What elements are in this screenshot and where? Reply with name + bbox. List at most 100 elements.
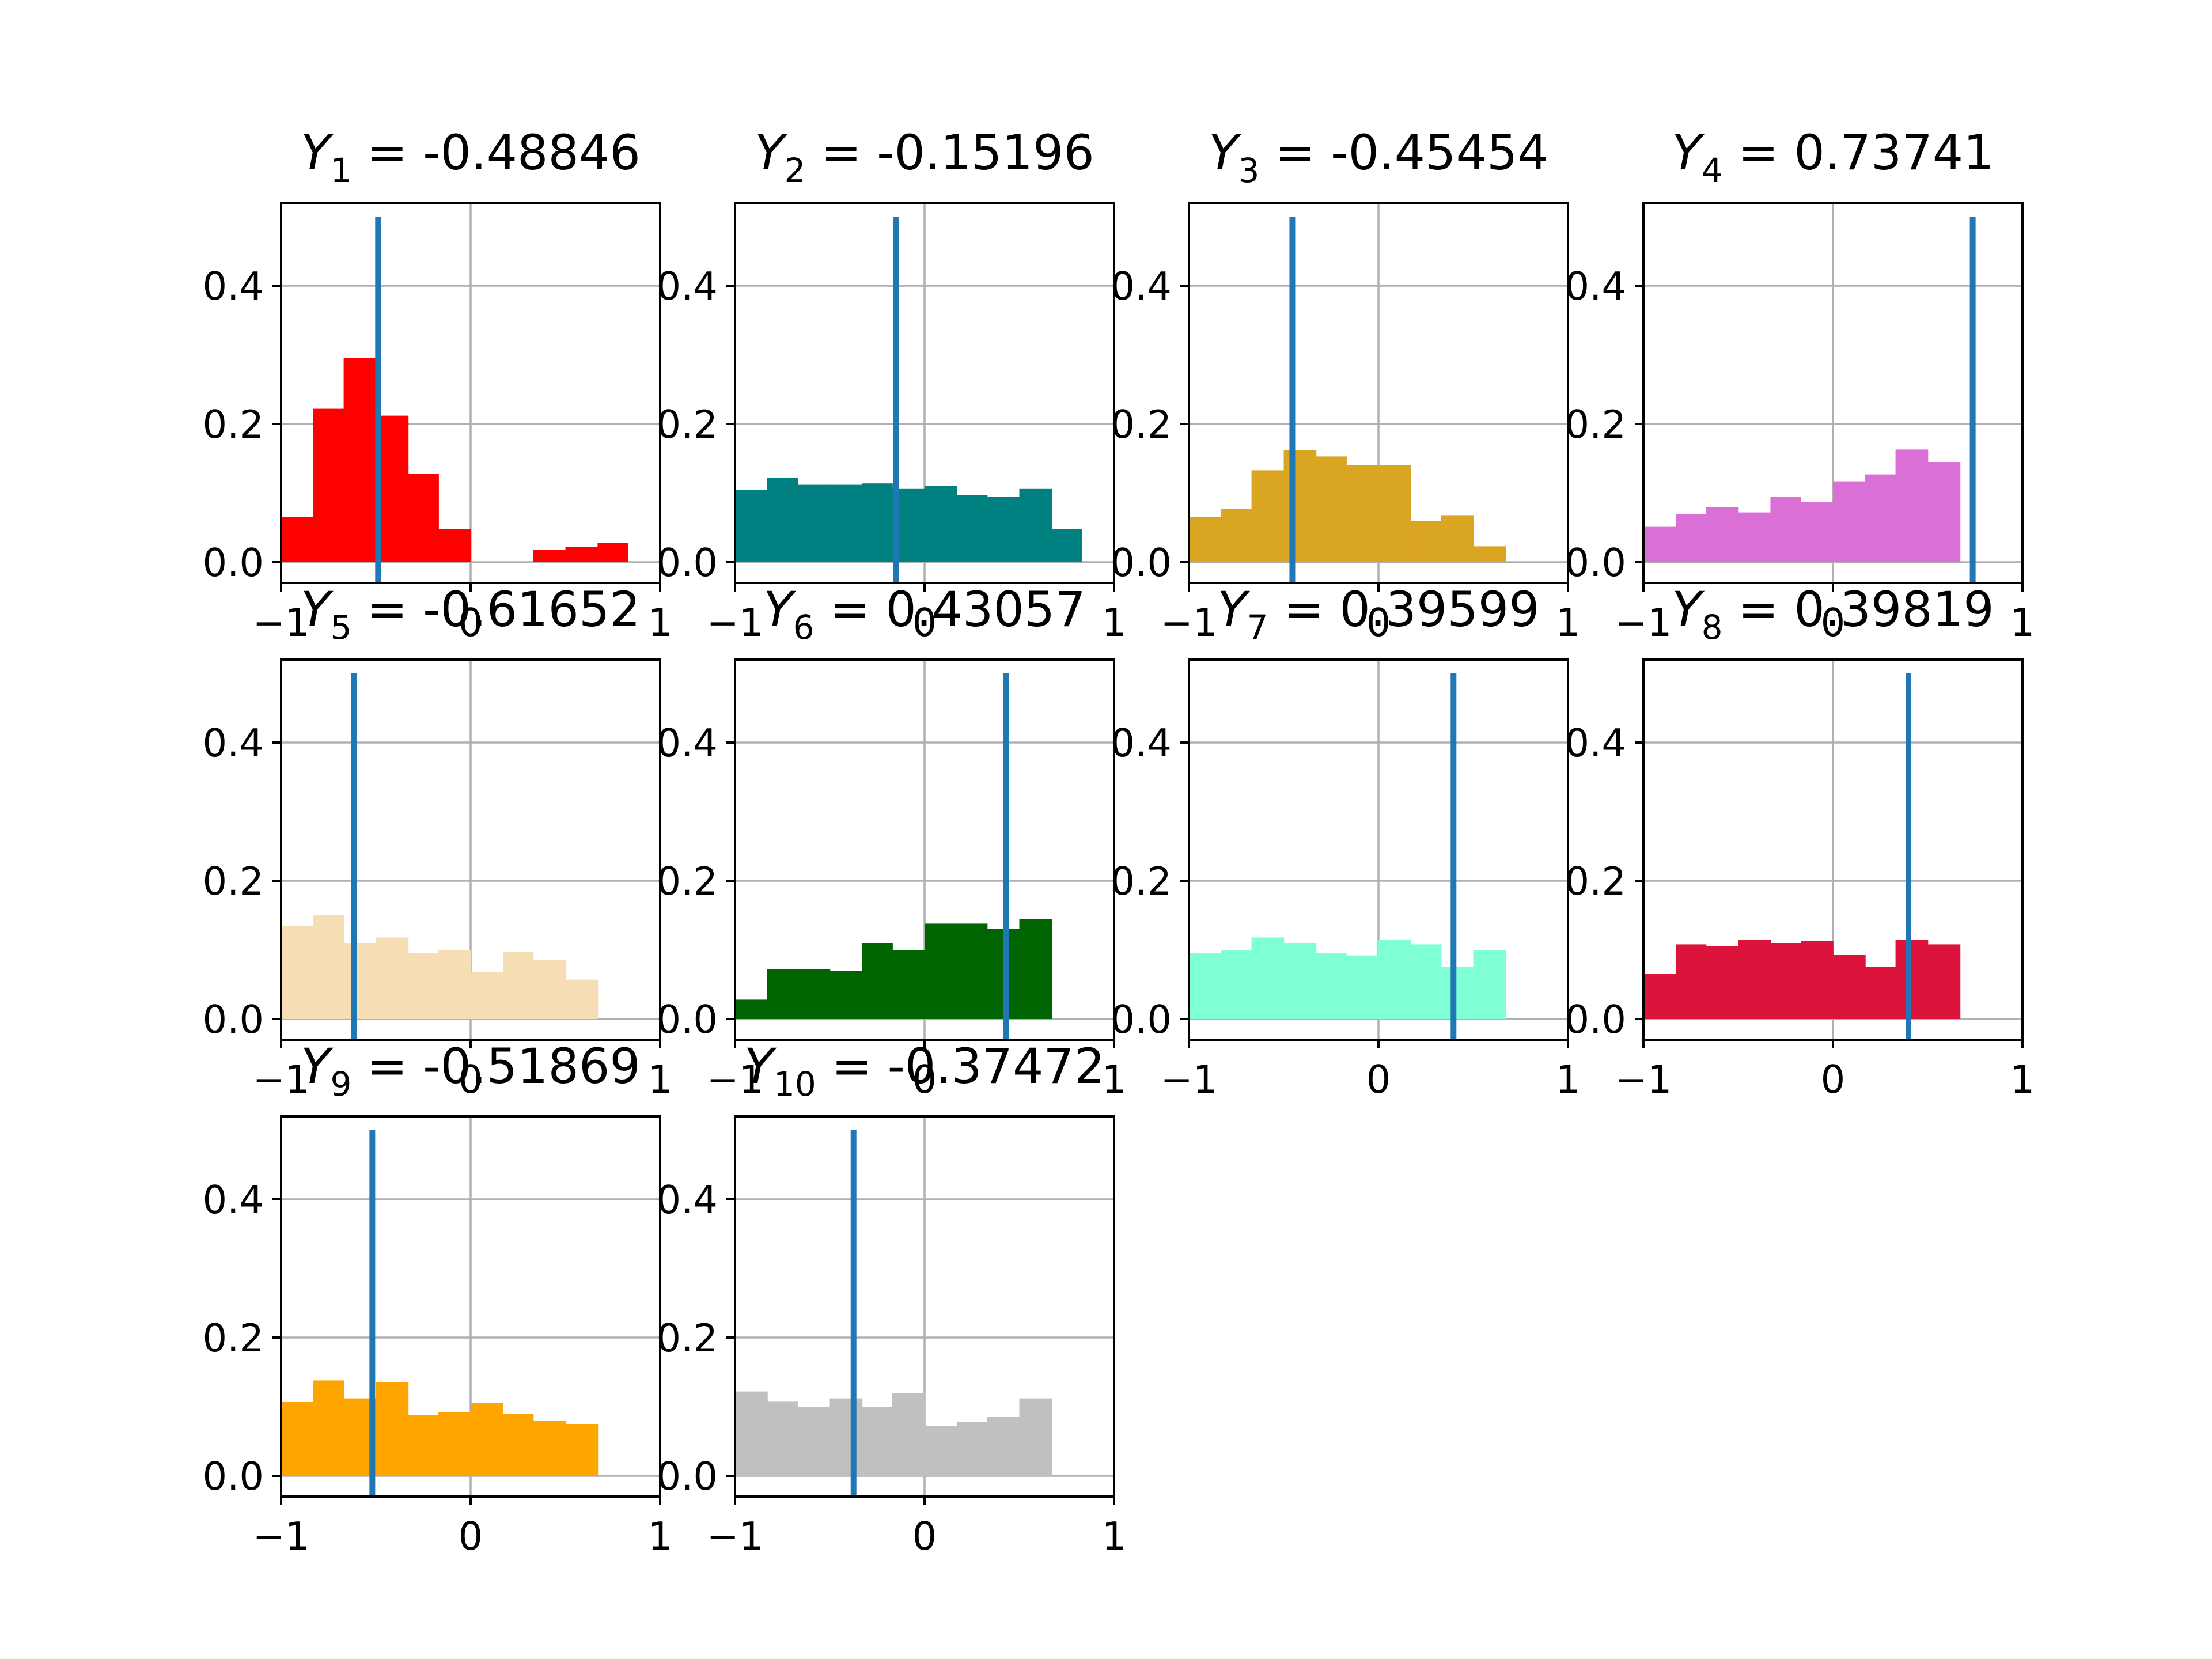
- subplot-7: 0.0 0.2 0.4 −1 0 1 Y7 = 0.39599: [1110, 581, 1580, 1102]
- y-tick-label: 0.4: [1565, 264, 1626, 309]
- x-tick-label: 0: [1366, 1057, 1391, 1102]
- x-tick-label: −1: [707, 1514, 764, 1559]
- histogram-bar: [956, 923, 988, 1019]
- y-tick-label: 0.0: [202, 997, 264, 1042]
- histogram-bar: [925, 923, 957, 1019]
- y-tick-label: 0.2: [1110, 402, 1172, 447]
- title-subscript: 4: [1702, 151, 1723, 190]
- histogram-bar: [1927, 944, 1961, 1019]
- title-value: = -0.61652: [351, 581, 640, 638]
- histogram-bar: [597, 543, 628, 562]
- y-tick-label: 0.4: [656, 1177, 718, 1222]
- title-subscript: 7: [1247, 608, 1268, 647]
- y-tick-label: 0.2: [202, 1316, 264, 1361]
- histogram-bar: [925, 1426, 957, 1476]
- y-tick-label: 0.0: [1110, 997, 1172, 1042]
- title-subscript: 10: [774, 1065, 816, 1104]
- histogram-bar: [1738, 512, 1771, 562]
- subplot-title: Y9 = -0.51869: [301, 1038, 641, 1104]
- histogram-bar: [1019, 919, 1052, 1019]
- histogram-bar: [767, 969, 798, 1019]
- subplot-title: Y3 = -0.45454: [1209, 124, 1548, 190]
- histogram-bar: [1189, 953, 1222, 1019]
- histogram-bar: [471, 1403, 503, 1476]
- histogram-bar: [502, 952, 534, 1019]
- histogram-bar: [565, 547, 599, 562]
- histogram-bar: [862, 943, 893, 1019]
- histogram-bar: [1316, 456, 1347, 562]
- histogram-bar: [987, 1417, 1020, 1476]
- x-tick-label: −1: [1615, 1057, 1672, 1102]
- x-tick-label: 1: [1556, 600, 1581, 645]
- subplot-1: 0.00.20.4−1 0 1Y1 = -0.48846: [202, 124, 672, 645]
- histogram-bar: [892, 1393, 925, 1476]
- histogram-bar: [797, 1407, 831, 1476]
- title-value: = 0.39819: [1723, 581, 1994, 638]
- y-tick-label: 0.0: [656, 540, 718, 585]
- y-tick-label: 0.2: [656, 1316, 718, 1361]
- y-tick-label: 0.2: [202, 402, 264, 447]
- title-subscript: 5: [330, 608, 351, 647]
- histogram-bar: [1706, 507, 1739, 562]
- histogram-bar: [1051, 529, 1082, 562]
- histogram-bar: [797, 484, 831, 562]
- histogram-bar: [1706, 946, 1739, 1019]
- x-tick-label: 0: [1821, 600, 1846, 645]
- x-tick-label: −1: [253, 600, 310, 645]
- histogram-bar: [1378, 465, 1411, 562]
- y-tick-label: 0.0: [202, 540, 264, 585]
- histogram-bar: [1833, 481, 1866, 562]
- x-tick-label: 1: [2010, 1057, 2035, 1102]
- histogram-bar: [533, 1421, 566, 1476]
- histogram-bar: [1675, 944, 1707, 1019]
- histogram-bar: [1410, 944, 1442, 1019]
- histogram-bar: [313, 1380, 344, 1476]
- histogram-bar: [1643, 526, 1676, 562]
- title-value: = 0.39599: [1268, 581, 1540, 638]
- histogram-bar: [1473, 546, 1506, 562]
- histogram-bar: [281, 926, 314, 1019]
- histogram-bar: [1019, 488, 1052, 562]
- y-tick-label: 0.4: [202, 721, 264, 766]
- histogram-bar: [502, 1414, 534, 1476]
- y-tick-label: 0.2: [202, 859, 264, 904]
- x-tick-label: −1: [1161, 1057, 1218, 1102]
- subplot-title: Y6 = 0.43057: [763, 581, 1085, 647]
- y-tick-label: 0.4: [202, 1177, 264, 1222]
- histogram-bar: [1770, 497, 1801, 562]
- histogram-bar: [925, 486, 957, 562]
- title-variable: Y: [301, 581, 334, 638]
- histogram-bar: [533, 960, 566, 1019]
- title-value: = -0.37472: [816, 1038, 1105, 1094]
- x-tick-label: 1: [1102, 1057, 1127, 1102]
- y-tick-label: 0.4: [656, 721, 718, 766]
- x-tick-label: −1: [1615, 600, 1672, 645]
- title-value: = -0.15196: [805, 124, 1094, 181]
- x-tick-label: −1: [707, 1057, 764, 1102]
- subplot-title: Y5 = -0.61652: [301, 581, 641, 647]
- histogram-bar: [438, 529, 471, 562]
- subplot-title: Y4 = 0.73741: [1672, 124, 1994, 190]
- histogram-bar: [1770, 943, 1801, 1019]
- histogram-bar: [376, 937, 409, 1019]
- histogram-bar: [1895, 940, 1929, 1019]
- subplot-9: 0.00.20.4−1 0 1Y9 = -0.51869: [202, 1038, 672, 1559]
- x-tick-label: 1: [648, 1057, 673, 1102]
- histogram-bar: [1441, 967, 1474, 1019]
- histogram-bar: [438, 950, 471, 1019]
- title-subscript: 8: [1702, 608, 1723, 647]
- histogram-bar: [343, 358, 377, 562]
- title-subscript: 1: [330, 151, 351, 190]
- x-tick-label: 0: [459, 1514, 483, 1559]
- x-tick-label: 1: [648, 600, 673, 645]
- histogram-bar: [1189, 517, 1222, 562]
- histogram-bar: [956, 495, 988, 562]
- histogram-bar: [1378, 940, 1411, 1019]
- histogram-bar: [830, 971, 863, 1019]
- x-tick-label: 0: [912, 1514, 937, 1559]
- title-value: = 0.43057: [815, 581, 1086, 638]
- histogram-bar: [1283, 943, 1317, 1019]
- title-variable: Y: [744, 1038, 777, 1094]
- x-tick-label: 1: [1102, 1514, 1127, 1559]
